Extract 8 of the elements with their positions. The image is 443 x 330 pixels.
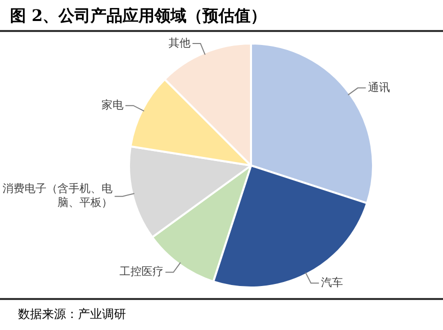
chart-title: 图 2、公司产品应用领域（预估值）: [10, 6, 267, 27]
slice-label: 工控医疗: [119, 265, 164, 278]
source-note: 数据来源：产业调研: [18, 306, 126, 323]
slice-label: 消费电子（含手机、电脑、平板）: [2, 182, 113, 210]
slice-label: 汽车: [320, 276, 343, 289]
slice-label: 通讯: [368, 80, 390, 94]
slice-label: 家电: [101, 98, 124, 112]
slice-label: 其他: [168, 36, 190, 50]
